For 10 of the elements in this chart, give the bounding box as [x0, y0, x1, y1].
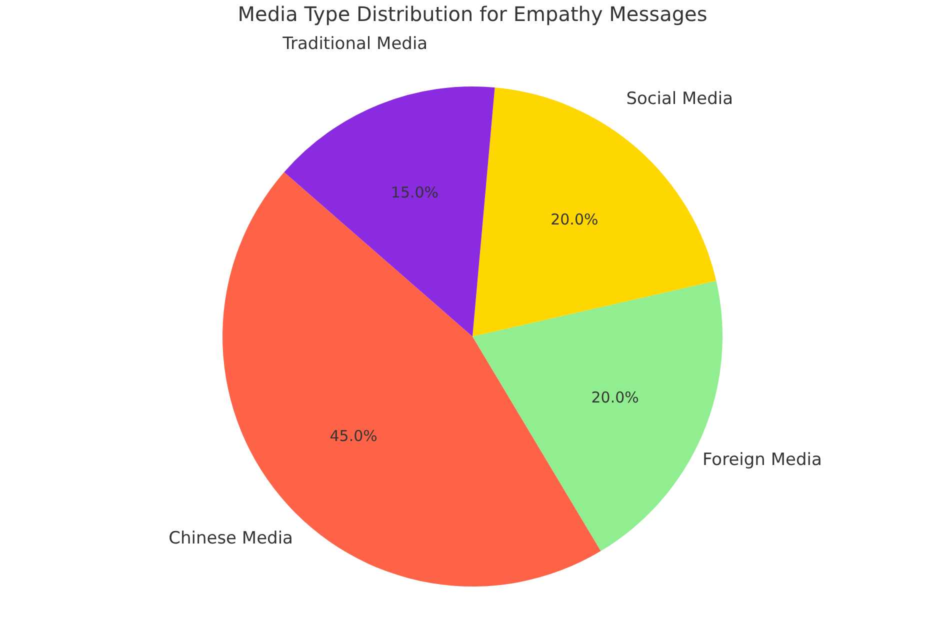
slice-label: Traditional Media	[282, 34, 428, 54]
slice-label: Chinese Media	[168, 528, 293, 548]
data-label: 20.0%	[591, 388, 639, 406]
data-label: 15.0%	[390, 184, 439, 202]
chart-title: Media Type Distribution for Empathy Messages	[238, 2, 708, 26]
data-label: 45.0%	[330, 426, 378, 445]
data-label: 20.0%	[550, 210, 598, 229]
slice-label: Social Media	[626, 89, 734, 110]
slice-label: Foreign Media	[702, 450, 822, 470]
pie-slice	[284, 86, 495, 336]
